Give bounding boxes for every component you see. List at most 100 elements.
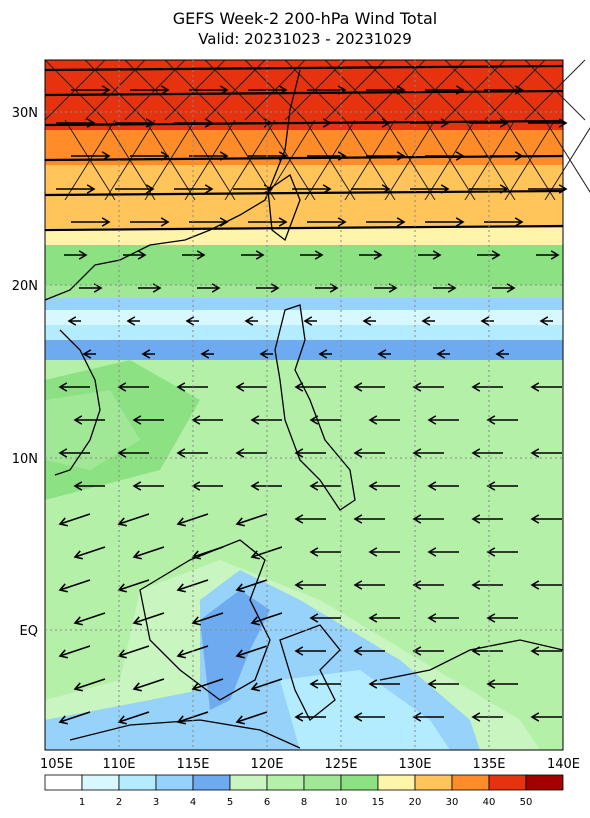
wind-arrow (486, 679, 518, 689)
colorbar-box (192, 774, 231, 791)
jet-line (44, 64, 564, 72)
wind-arrow (477, 250, 501, 260)
wind-arrow (58, 645, 91, 659)
wind-arrow (425, 85, 465, 95)
wind-arrow (132, 415, 164, 425)
wind-arrow (427, 415, 459, 425)
wind-arrow (235, 382, 267, 392)
colorbar-box (155, 774, 194, 791)
wind-arrow (484, 85, 524, 95)
wind-arrow (309, 481, 341, 491)
wind-arrow (309, 415, 341, 425)
colorbar-box (414, 774, 453, 791)
shade-region (45, 390, 140, 470)
wind-arrow (130, 151, 170, 161)
colorbar-label: 5 (227, 797, 233, 808)
wind-arrow (176, 513, 209, 527)
wind-arrow (191, 612, 224, 626)
wind-arrow (233, 184, 273, 194)
shade-band (45, 245, 563, 285)
wind-arrow (353, 382, 385, 392)
colorbar: 1 2 3 4 5 6 8 10 15 20 30 40 50 (44, 774, 564, 808)
wind-arrow (351, 118, 391, 128)
hatch (324, 59, 396, 201)
jet-line (44, 224, 564, 232)
coastlines (44, 69, 564, 749)
wind-arrow (189, 151, 229, 161)
wind-arrow (56, 184, 96, 194)
wind-arrow (351, 184, 391, 194)
wind-arrow (471, 514, 503, 524)
colorbar-box (118, 774, 157, 791)
colorbar-label: 50 (520, 797, 533, 808)
wind-arrow (73, 678, 106, 692)
wind-arrow (132, 612, 165, 626)
wind-arrow (318, 349, 332, 359)
hatch (84, 59, 156, 201)
wind-arrow (174, 184, 214, 194)
colorbar-label: 1 (79, 797, 85, 808)
wind-arrow (115, 118, 155, 128)
wind-arrow (412, 382, 444, 392)
wind-arrow (359, 250, 383, 260)
plot-frame (44, 59, 564, 751)
shade-region (280, 670, 450, 750)
wind-arrow (471, 580, 503, 590)
wind-arrow (353, 712, 385, 722)
colorbar-box (81, 774, 120, 791)
wind-arrow (73, 481, 105, 491)
wind-arrow (530, 712, 562, 722)
wind-arrow (412, 712, 444, 722)
wind-arrow (484, 217, 524, 227)
wind-arrow (528, 184, 568, 194)
wind-arrow (486, 613, 518, 623)
wind-arrow (530, 580, 562, 590)
wind-arrow (530, 646, 562, 656)
wind-arrow (189, 85, 229, 95)
wind-arrow (191, 678, 224, 692)
wind-arrow (368, 679, 400, 689)
lon-label: 115E (176, 757, 209, 772)
wind-arrow (427, 481, 459, 491)
wind-arrow (436, 349, 450, 359)
wind-arrow (123, 250, 147, 260)
colorbar-box (525, 774, 564, 791)
colorbar-box (44, 774, 83, 791)
wind-arrow (115, 184, 155, 194)
wind-arrow (410, 184, 450, 194)
wind-arrow (176, 448, 208, 458)
wind-arrow (130, 85, 170, 95)
lon-label: 110E (102, 757, 135, 772)
lat-label: 20N (12, 279, 38, 294)
wind-arrow (471, 712, 503, 722)
wind-arrow (303, 316, 317, 326)
wind-arrow (235, 645, 268, 659)
wind-arrow (377, 349, 391, 359)
wind-arrow (528, 118, 568, 128)
wind-arrow (471, 448, 503, 458)
wind-arrow (412, 448, 444, 458)
wind-arrow (292, 118, 332, 128)
wind-arrow (73, 415, 105, 425)
wind-arrow (132, 481, 164, 491)
wind-arrow (486, 481, 518, 491)
wind-arrow (71, 151, 111, 161)
wind-arrow (235, 513, 268, 527)
wind-arrow (471, 382, 503, 392)
jet-line (44, 189, 564, 197)
wind-arrow (294, 448, 326, 458)
wind-arrow (71, 85, 111, 95)
colorbar-label: 4 (190, 797, 196, 808)
wind-arrow (292, 184, 332, 194)
wind-arrow (368, 415, 400, 425)
wind-arrow (294, 382, 326, 392)
wind-arrow (366, 217, 406, 227)
wind-arrow (294, 580, 326, 590)
wind-arrow (412, 646, 444, 656)
wind-arrow (425, 217, 465, 227)
wind-arrow (117, 513, 150, 527)
lon-label: 130E (398, 757, 431, 772)
hatch (444, 59, 516, 201)
wind-arrow (412, 580, 444, 590)
wind-field (44, 59, 590, 750)
